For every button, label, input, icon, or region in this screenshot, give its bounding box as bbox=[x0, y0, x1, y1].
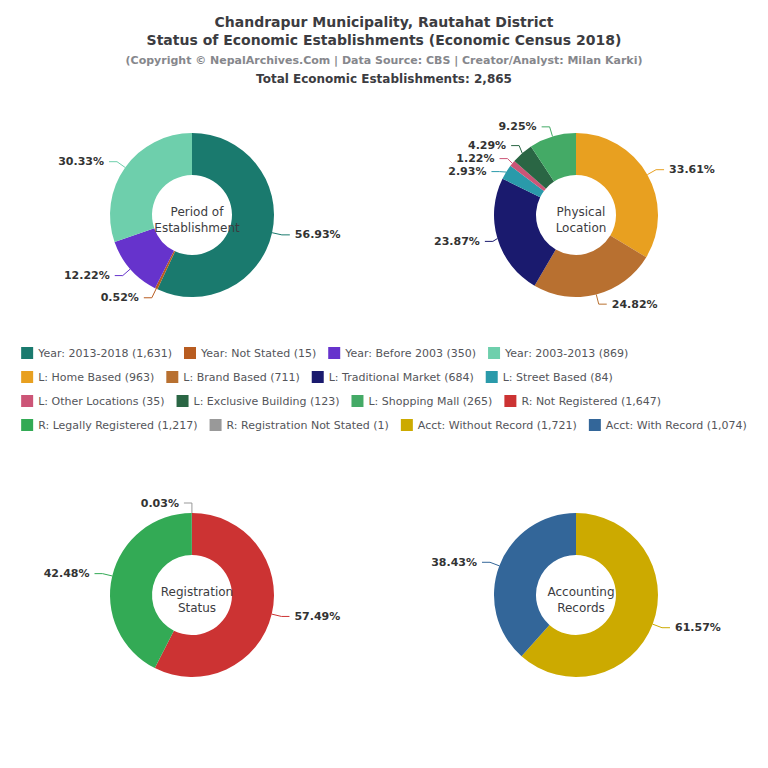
svg-text:Year: 2003-2013 (869): Year: 2003-2013 (869) bbox=[504, 347, 628, 360]
svg-text:Accounting: Accounting bbox=[547, 585, 614, 599]
svg-text:2.93%: 2.93% bbox=[448, 165, 486, 178]
svg-text:12.22%: 12.22% bbox=[64, 269, 110, 282]
svg-text:R: Not Registered (1,647): R: Not Registered (1,647) bbox=[521, 395, 661, 408]
svg-text:24.82%: 24.82% bbox=[612, 298, 658, 311]
svg-text:L: Shopping Mall (265): L: Shopping Mall (265) bbox=[368, 395, 492, 408]
svg-text:0.03%: 0.03% bbox=[141, 497, 179, 510]
svg-text:0.52%: 0.52% bbox=[101, 291, 139, 304]
svg-text:30.33%: 30.33% bbox=[58, 155, 104, 168]
svg-text:Period of: Period of bbox=[171, 205, 225, 219]
svg-text:L: Traditional Market (684): L: Traditional Market (684) bbox=[329, 371, 474, 384]
svg-text:Total Economic Establishments:: Total Economic Establishments: 2,865 bbox=[256, 72, 512, 86]
svg-text:Records: Records bbox=[557, 601, 605, 615]
svg-text:Status of Economic Establishme: Status of Economic Establishments (Econo… bbox=[147, 32, 622, 48]
svg-text:Year: 2013-2018 (1,631): Year: 2013-2018 (1,631) bbox=[37, 347, 172, 360]
svg-text:Registration: Registration bbox=[161, 585, 233, 599]
svg-text:23.87%: 23.87% bbox=[434, 235, 480, 248]
svg-text:33.61%: 33.61% bbox=[669, 163, 715, 176]
svg-text:Acct: Without Record (1,721): Acct: Without Record (1,721) bbox=[418, 419, 577, 432]
svg-text:Year: Not Stated (15): Year: Not Stated (15) bbox=[200, 347, 316, 360]
svg-text:Acct: With Record (1,074): Acct: With Record (1,074) bbox=[606, 419, 747, 432]
svg-text:Physical: Physical bbox=[557, 205, 606, 219]
svg-text:Location: Location bbox=[556, 221, 607, 235]
svg-text:L: Street Based (84): L: Street Based (84) bbox=[503, 371, 613, 384]
svg-text:57.49%: 57.49% bbox=[294, 610, 340, 623]
svg-text:L: Other Locations (35): L: Other Locations (35) bbox=[38, 395, 164, 408]
svg-text:Establishment: Establishment bbox=[154, 221, 240, 235]
svg-text:R: Legally Registered (1,217): R: Legally Registered (1,217) bbox=[38, 419, 197, 432]
svg-text:Year: Before 2003 (350): Year: Before 2003 (350) bbox=[344, 347, 476, 360]
svg-text:L: Brand Based (711): L: Brand Based (711) bbox=[183, 371, 299, 384]
svg-text:L: Home Based (963): L: Home Based (963) bbox=[38, 371, 154, 384]
svg-text:4.29%: 4.29% bbox=[468, 139, 506, 152]
svg-text:L: Exclusive Building (123): L: Exclusive Building (123) bbox=[194, 395, 340, 408]
svg-text:9.25%: 9.25% bbox=[498, 120, 536, 133]
svg-text:38.43%: 38.43% bbox=[431, 556, 477, 569]
svg-text:Chandrapur Municipality, Rauta: Chandrapur Municipality, Rautahat Distri… bbox=[214, 14, 553, 30]
svg-text:Status: Status bbox=[178, 601, 216, 615]
svg-text:R: Registration Not Stated (1): R: Registration Not Stated (1) bbox=[227, 419, 389, 432]
svg-text:42.48%: 42.48% bbox=[44, 567, 90, 580]
svg-text:61.57%: 61.57% bbox=[675, 621, 721, 634]
svg-text:1.22%: 1.22% bbox=[456, 152, 494, 165]
svg-text:56.93%: 56.93% bbox=[295, 228, 341, 241]
svg-text:(Copyright © NepalArchives.Com: (Copyright © NepalArchives.Com | Data So… bbox=[126, 54, 643, 67]
